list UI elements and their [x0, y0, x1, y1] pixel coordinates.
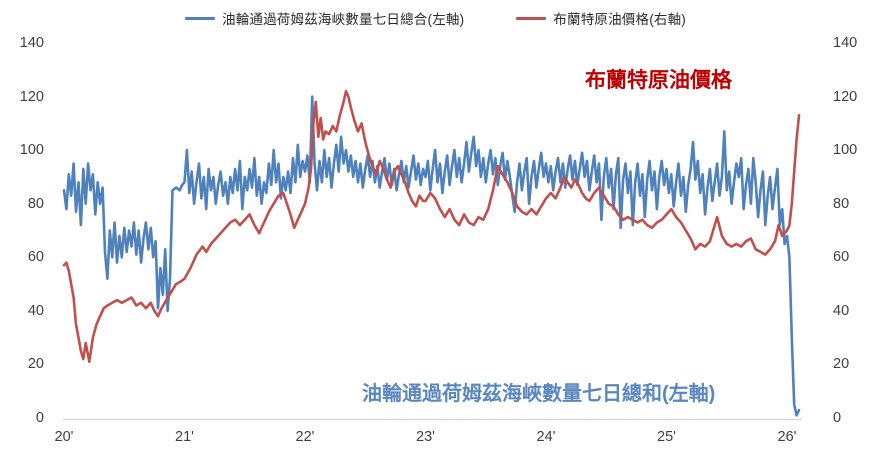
tanker-legend-line-swatch: [185, 16, 215, 20]
y-right-tick-100: 100: [833, 142, 858, 159]
y-left-tick-40: 40: [27, 302, 44, 319]
y-right-tick-20: 20: [833, 356, 850, 373]
brent-series-line: [62, 89, 801, 364]
y-left-tick-60: 60: [27, 249, 44, 266]
x-tick-26: 26': [777, 429, 797, 445]
y-right-tick-60: 60: [833, 249, 850, 266]
x-tick-23: 23': [416, 429, 435, 445]
x-tick-25: 25': [657, 429, 676, 445]
tanker-legend-label: 油輪通過荷姆茲海峽數量七日總合(左軸): [222, 12, 465, 27]
x-tick-22: 22': [295, 429, 315, 445]
x-tick-20: 20': [54, 429, 74, 445]
y-left-tick-20: 20: [27, 356, 44, 373]
tanker-count-annotation: 油輪通過荷姆茲海峽數量七日總和(左軸): [362, 383, 716, 405]
y-right-tick-80: 80: [833, 195, 850, 212]
y-right-tick-40: 40: [833, 302, 850, 319]
y-left-tick-140: 140: [19, 35, 44, 51]
y-left-tick-100: 100: [19, 142, 44, 159]
y-left-tick-120: 120: [19, 88, 44, 105]
y-right-tick-120: 120: [833, 88, 858, 105]
brent-legend-label: 布蘭特原油價格(右軸): [553, 12, 686, 27]
x-tick-21: 21': [175, 429, 194, 445]
y-left-tick-0: 0: [35, 410, 44, 426]
legend-item-tanker: 油輪通過荷姆茲海峽數量七日總合(左軸): [185, 8, 464, 28]
y-right-tick-140: 140: [833, 35, 858, 51]
brent-price-annotation: 布蘭特原油價格: [585, 69, 732, 92]
legend-item-brent: 布蘭特原油價格(右軸): [516, 8, 686, 28]
tanker-series-line: [62, 95, 801, 417]
y-right-tick-0: 0: [833, 410, 842, 426]
x-tick-24: 24': [536, 429, 556, 445]
chart-legend: 油輪通過荷姆茲海峽數量七日總合(左軸) 布蘭特原油價格(右軸): [0, 8, 871, 28]
brent-legend-line-swatch: [516, 16, 547, 20]
y-left-tick-80: 80: [27, 195, 44, 212]
